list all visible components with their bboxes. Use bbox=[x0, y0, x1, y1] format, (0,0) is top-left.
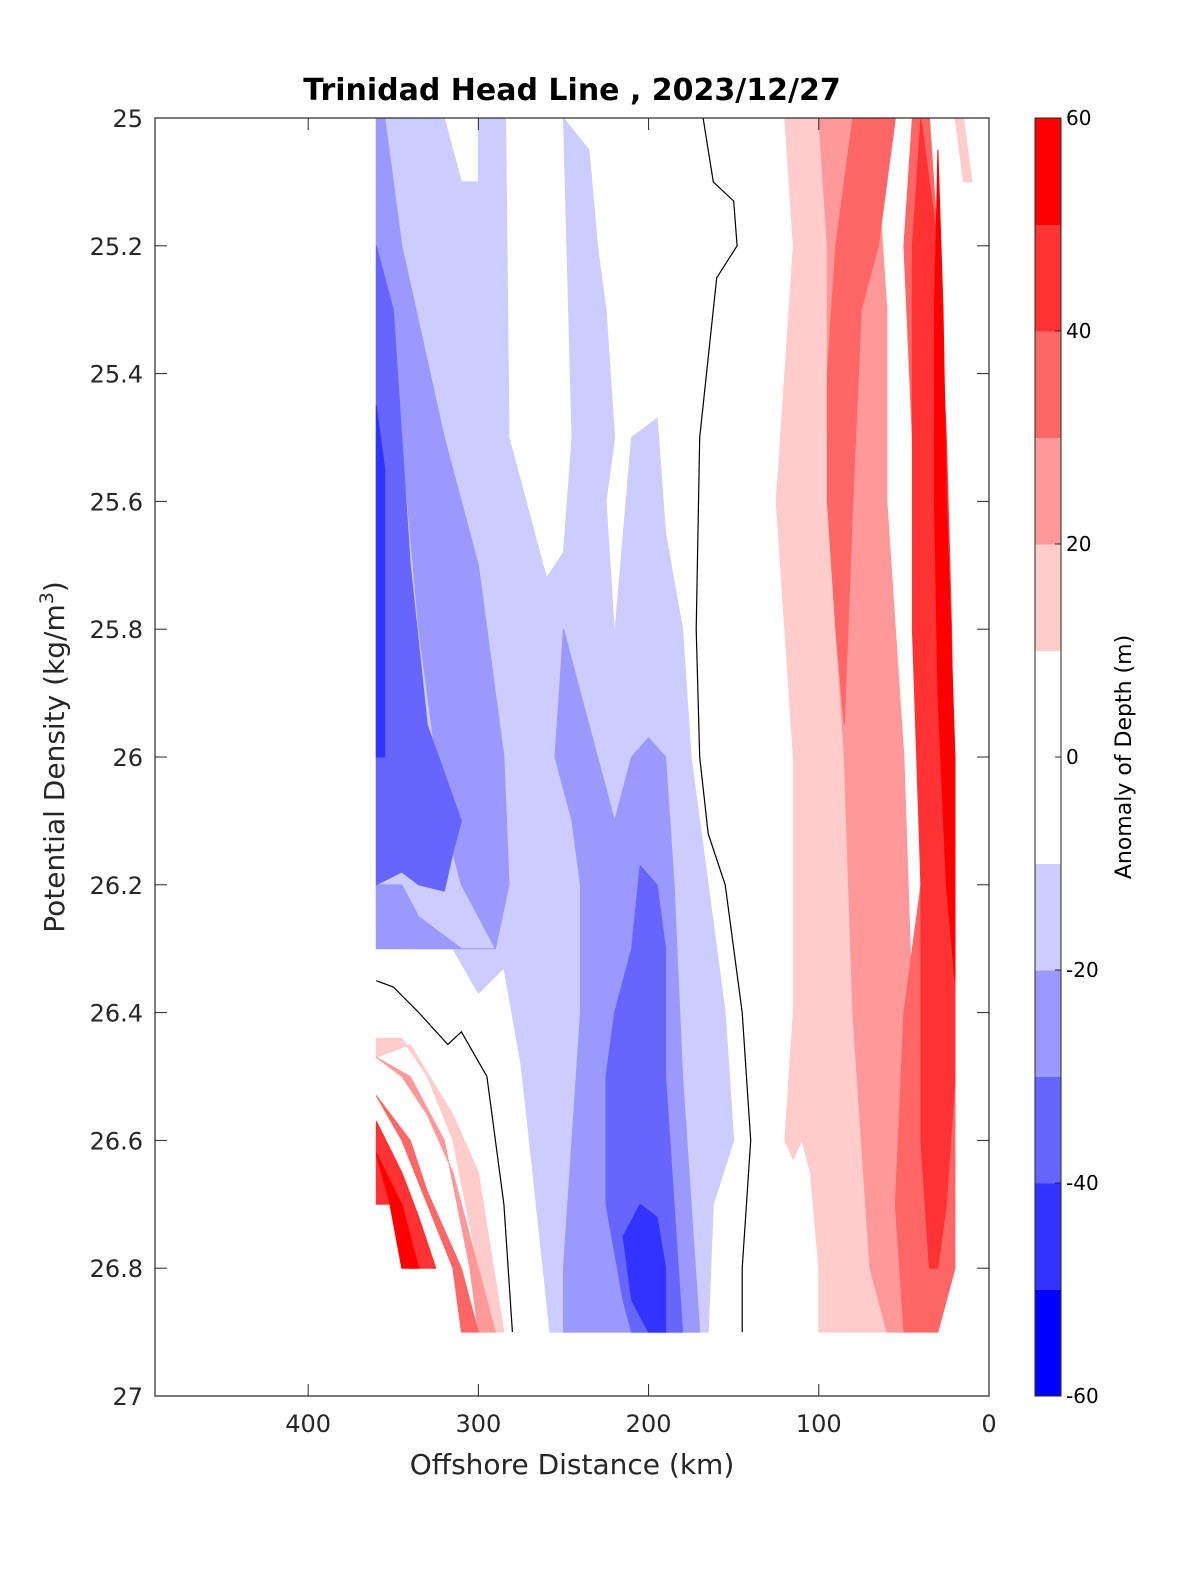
contour-region-11 bbox=[375, 1056, 496, 1333]
colorbar-band bbox=[1035, 970, 1061, 1077]
colorbar-band bbox=[1035, 224, 1061, 332]
y-tick-label: 25.8 bbox=[90, 616, 143, 644]
contour-region-8 bbox=[954, 118, 973, 183]
contour-region-12 bbox=[826, 118, 896, 726]
contour-region-14 bbox=[375, 1095, 479, 1333]
colorbar-tick-label: 60 bbox=[1066, 106, 1091, 130]
x-tick-label: 300 bbox=[455, 1410, 501, 1438]
x-axis-label: Offshore Distance (km) bbox=[410, 1448, 735, 1481]
colorbar-band bbox=[1035, 1076, 1061, 1184]
x-tick-label: 400 bbox=[285, 1410, 331, 1438]
zero-contour-line-1 bbox=[376, 980, 513, 1333]
y-tick-label: 25 bbox=[112, 105, 143, 133]
colorbar-tick-label: 0 bbox=[1066, 745, 1079, 769]
colorbar-tick-label: -60 bbox=[1066, 1384, 1099, 1408]
y-tick-label: 27 bbox=[112, 1383, 143, 1411]
colorbar-label: Anomaly of Depth (m) bbox=[1112, 635, 1137, 879]
colorbar-band bbox=[1035, 1289, 1061, 1397]
contour-region-9 bbox=[375, 1037, 505, 1333]
contour-region-3 bbox=[375, 245, 462, 892]
y-tick-label: 25.6 bbox=[90, 488, 143, 516]
colorbar-band bbox=[1035, 544, 1061, 651]
x-tick-label: 200 bbox=[626, 1410, 672, 1438]
zero-contour-line-0 bbox=[695, 118, 752, 1333]
contour-region-4 bbox=[605, 865, 684, 1333]
contour-fill-layer bbox=[375, 118, 973, 1333]
colorbar-band bbox=[1035, 1183, 1061, 1290]
y-tick-label: 26.6 bbox=[90, 1127, 143, 1155]
colorbar-tick-label: -20 bbox=[1066, 958, 1099, 982]
y-tick-label: 25.2 bbox=[90, 233, 143, 261]
contour-region-1 bbox=[375, 118, 510, 950]
colorbar-band bbox=[1035, 863, 1061, 971]
y-tick-label: 26.4 bbox=[90, 1000, 143, 1028]
y-tick-label: 25.4 bbox=[90, 361, 143, 389]
x-tick-label: 0 bbox=[981, 1410, 996, 1438]
x-tick-label: 100 bbox=[796, 1410, 842, 1438]
contour-region-5 bbox=[375, 405, 386, 758]
contour-region-6 bbox=[622, 1203, 667, 1333]
y-tick-label: 26.8 bbox=[90, 1255, 143, 1283]
chart-title: Trinidad Head Line , 2023/12/27 bbox=[303, 73, 840, 108]
contour-region-18 bbox=[375, 1152, 420, 1269]
y-tick-label: 26.2 bbox=[90, 872, 143, 900]
colorbar-band bbox=[1035, 118, 1061, 225]
colorbar-band bbox=[1035, 331, 1061, 438]
colorbar-tick-label: 20 bbox=[1066, 532, 1091, 556]
y-axis-label: Potential Density (kg/m3) bbox=[36, 581, 71, 933]
colorbar-tick-label: 40 bbox=[1066, 319, 1091, 343]
contour-region-16 bbox=[375, 1120, 437, 1269]
y-tick-label: 26 bbox=[112, 744, 143, 772]
contour-region-17 bbox=[934, 149, 956, 982]
colorbar-band bbox=[1035, 437, 1061, 545]
axis-ticks: 400 300 200 100 0 25 25.2 25.4 25.6 25.8 26 26.2 26.… bbox=[90, 105, 997, 1438]
colorbar-tick-label: -40 bbox=[1066, 1171, 1099, 1195]
zero-contour-layer bbox=[376, 118, 752, 1333]
colorbar: -60 -40 -20 0 20 40 60 bbox=[1034, 106, 1099, 1408]
